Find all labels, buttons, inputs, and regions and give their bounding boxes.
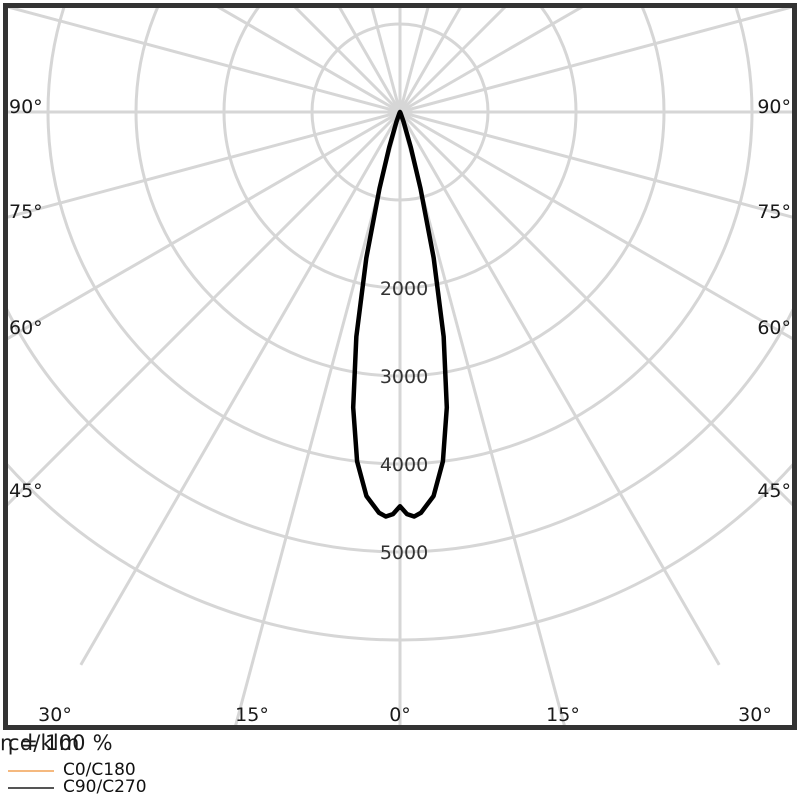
intensity-curves [350,109,450,519]
legend-label-c0-c180: C0/C180 [63,760,136,780]
angle-label-bottom-3: 15° [546,704,580,726]
legend-item-c0-c180: C0/C180 [8,762,147,779]
legend-item-c90-c270: C90/C270 [8,779,147,796]
angle-label-bottom-1: 15° [235,704,269,726]
radial-tick-2000: 2000 [380,278,428,300]
plot-frame [3,3,797,730]
curve-c90-c270 [350,109,450,519]
polar-grid [6,6,794,727]
legend: C0/C180 C90/C270 [8,762,147,796]
legend-swatch-c0-c180 [8,769,54,772]
radial-tick-4000: 4000 [380,454,428,476]
angle-label-left-90: 90° [9,96,43,118]
angle-label-bottom-2: 0° [389,704,411,726]
angle-label-right-90: 90° [757,96,791,118]
angle-label-right-45: 45° [757,480,791,502]
angle-label-bottom-0: 30° [38,704,72,726]
angle-label-right-60: 60° [757,317,791,339]
radial-tick-5000: 5000 [380,542,428,564]
angle-label-right-75: 75° [757,201,791,223]
legend-swatch-c90-c270 [8,786,54,789]
angle-label-left-45: 45° [9,480,43,502]
angle-label-left-60: 60° [9,317,43,339]
legend-label-c90-c270: C90/C270 [63,777,147,797]
radial-tick-labels: 2000 3000 4000 5000 [380,278,428,564]
angle-tick-labels: 90° 75° 60° 45° 90° 75° 60° 45° 30° 15° 0° 15° 30° [9,96,791,726]
angle-label-left-75: 75° [9,201,43,223]
angle-label-bottom-4: 30° [738,704,772,726]
radial-tick-3000: 3000 [380,366,428,388]
